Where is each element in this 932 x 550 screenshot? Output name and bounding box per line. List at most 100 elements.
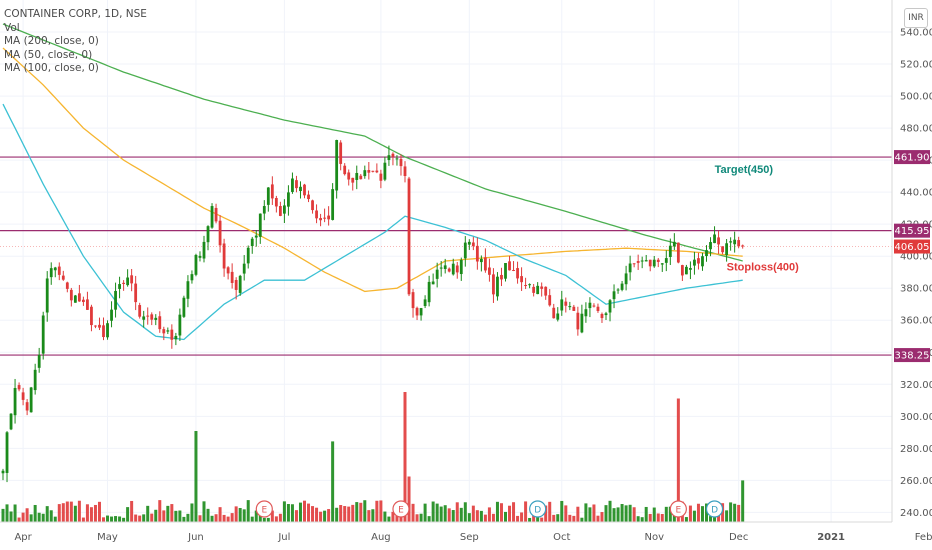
candle-body [407, 178, 411, 295]
candle [733, 231, 737, 253]
candle [636, 254, 640, 270]
volume-bar [93, 504, 97, 522]
candle-body [399, 158, 403, 167]
volume-bar [146, 505, 150, 522]
volume-bar [331, 441, 335, 522]
candle [395, 155, 399, 166]
grid [0, 0, 925, 522]
candle [685, 264, 688, 275]
candle [222, 238, 226, 277]
volume-bar [700, 506, 704, 522]
candle-body [596, 306, 600, 311]
volume-bar [572, 515, 576, 522]
y-tick-label: 300.00 [900, 412, 932, 423]
volume-bar [230, 513, 234, 522]
volume-bar [307, 503, 311, 522]
candle-body [387, 155, 391, 160]
candle [234, 277, 238, 300]
candle-body [676, 242, 680, 263]
currency-badge[interactable]: INR [904, 8, 928, 28]
candle-body [608, 300, 612, 313]
candle-body [524, 285, 527, 287]
candle-body [214, 207, 218, 222]
candle-body [564, 301, 568, 306]
candle-body [616, 289, 620, 291]
volume-bar [319, 511, 323, 522]
candle [182, 295, 186, 318]
candle [347, 169, 351, 186]
candle-body [198, 255, 202, 258]
volume-bar [89, 507, 93, 522]
candle [697, 252, 700, 270]
volume-bar [77, 500, 81, 522]
volume-bar [592, 504, 596, 522]
candle-body [77, 293, 81, 302]
candle-body [130, 275, 134, 284]
candle [419, 307, 423, 321]
candle-body [287, 192, 290, 207]
candle-body [640, 260, 644, 262]
candle-body [246, 247, 250, 264]
candle-body [299, 186, 302, 192]
candle-body [697, 258, 700, 264]
volume-bar [234, 506, 238, 522]
volume-bar [548, 501, 552, 522]
candle-body [620, 283, 624, 290]
candle-body [210, 206, 214, 228]
candle-body [65, 282, 69, 289]
candle-body [492, 274, 495, 295]
volume-bar [552, 514, 556, 522]
volume-bar [69, 501, 73, 522]
volume-bar [580, 517, 584, 522]
volume-bar [624, 505, 628, 522]
volume-bar [17, 517, 21, 522]
volume-bar [347, 506, 351, 522]
candle-body [656, 259, 660, 262]
candle [307, 190, 310, 203]
volume-bar [311, 506, 315, 522]
volume-bar [684, 517, 688, 522]
candle [407, 176, 411, 297]
earnings-marker [255, 500, 273, 518]
volume-bar [130, 500, 134, 522]
volume-bar [556, 514, 560, 522]
candle [21, 387, 25, 406]
candle-body [1, 470, 5, 474]
candle [383, 156, 387, 182]
candle [242, 255, 246, 281]
volume-bar [138, 515, 142, 522]
candle [640, 256, 644, 269]
volume-bar [254, 510, 258, 522]
stoploss-annotation: Stoploss(400) [727, 262, 799, 274]
candle [214, 203, 218, 224]
candle [278, 201, 282, 217]
candle [371, 170, 375, 173]
candle-body [170, 329, 174, 340]
candle-body [146, 315, 150, 317]
volume-bar [61, 503, 65, 522]
y-tick-label: 360.00 [900, 316, 932, 327]
candle [102, 317, 105, 341]
legend-ma50: MA (50, close, 0) [4, 48, 93, 61]
time-axis-bg [0, 522, 932, 550]
volume-bar [13, 504, 17, 522]
volume-bar [218, 507, 222, 522]
volume-bar [315, 507, 319, 522]
candle-body [69, 289, 73, 301]
candle-body [367, 170, 371, 173]
candle [616, 288, 620, 294]
candle [568, 301, 572, 311]
candle [435, 262, 439, 288]
volume-bar [294, 510, 298, 522]
volume-bar [407, 476, 411, 522]
candle [560, 290, 564, 316]
candle-body [568, 306, 572, 308]
candle-body [488, 267, 491, 275]
candle-body [202, 241, 206, 259]
dividend-marker [705, 500, 724, 518]
volume-bar [274, 516, 278, 522]
candle [299, 181, 302, 199]
candle-body [552, 307, 556, 319]
volume-bar [379, 500, 383, 522]
